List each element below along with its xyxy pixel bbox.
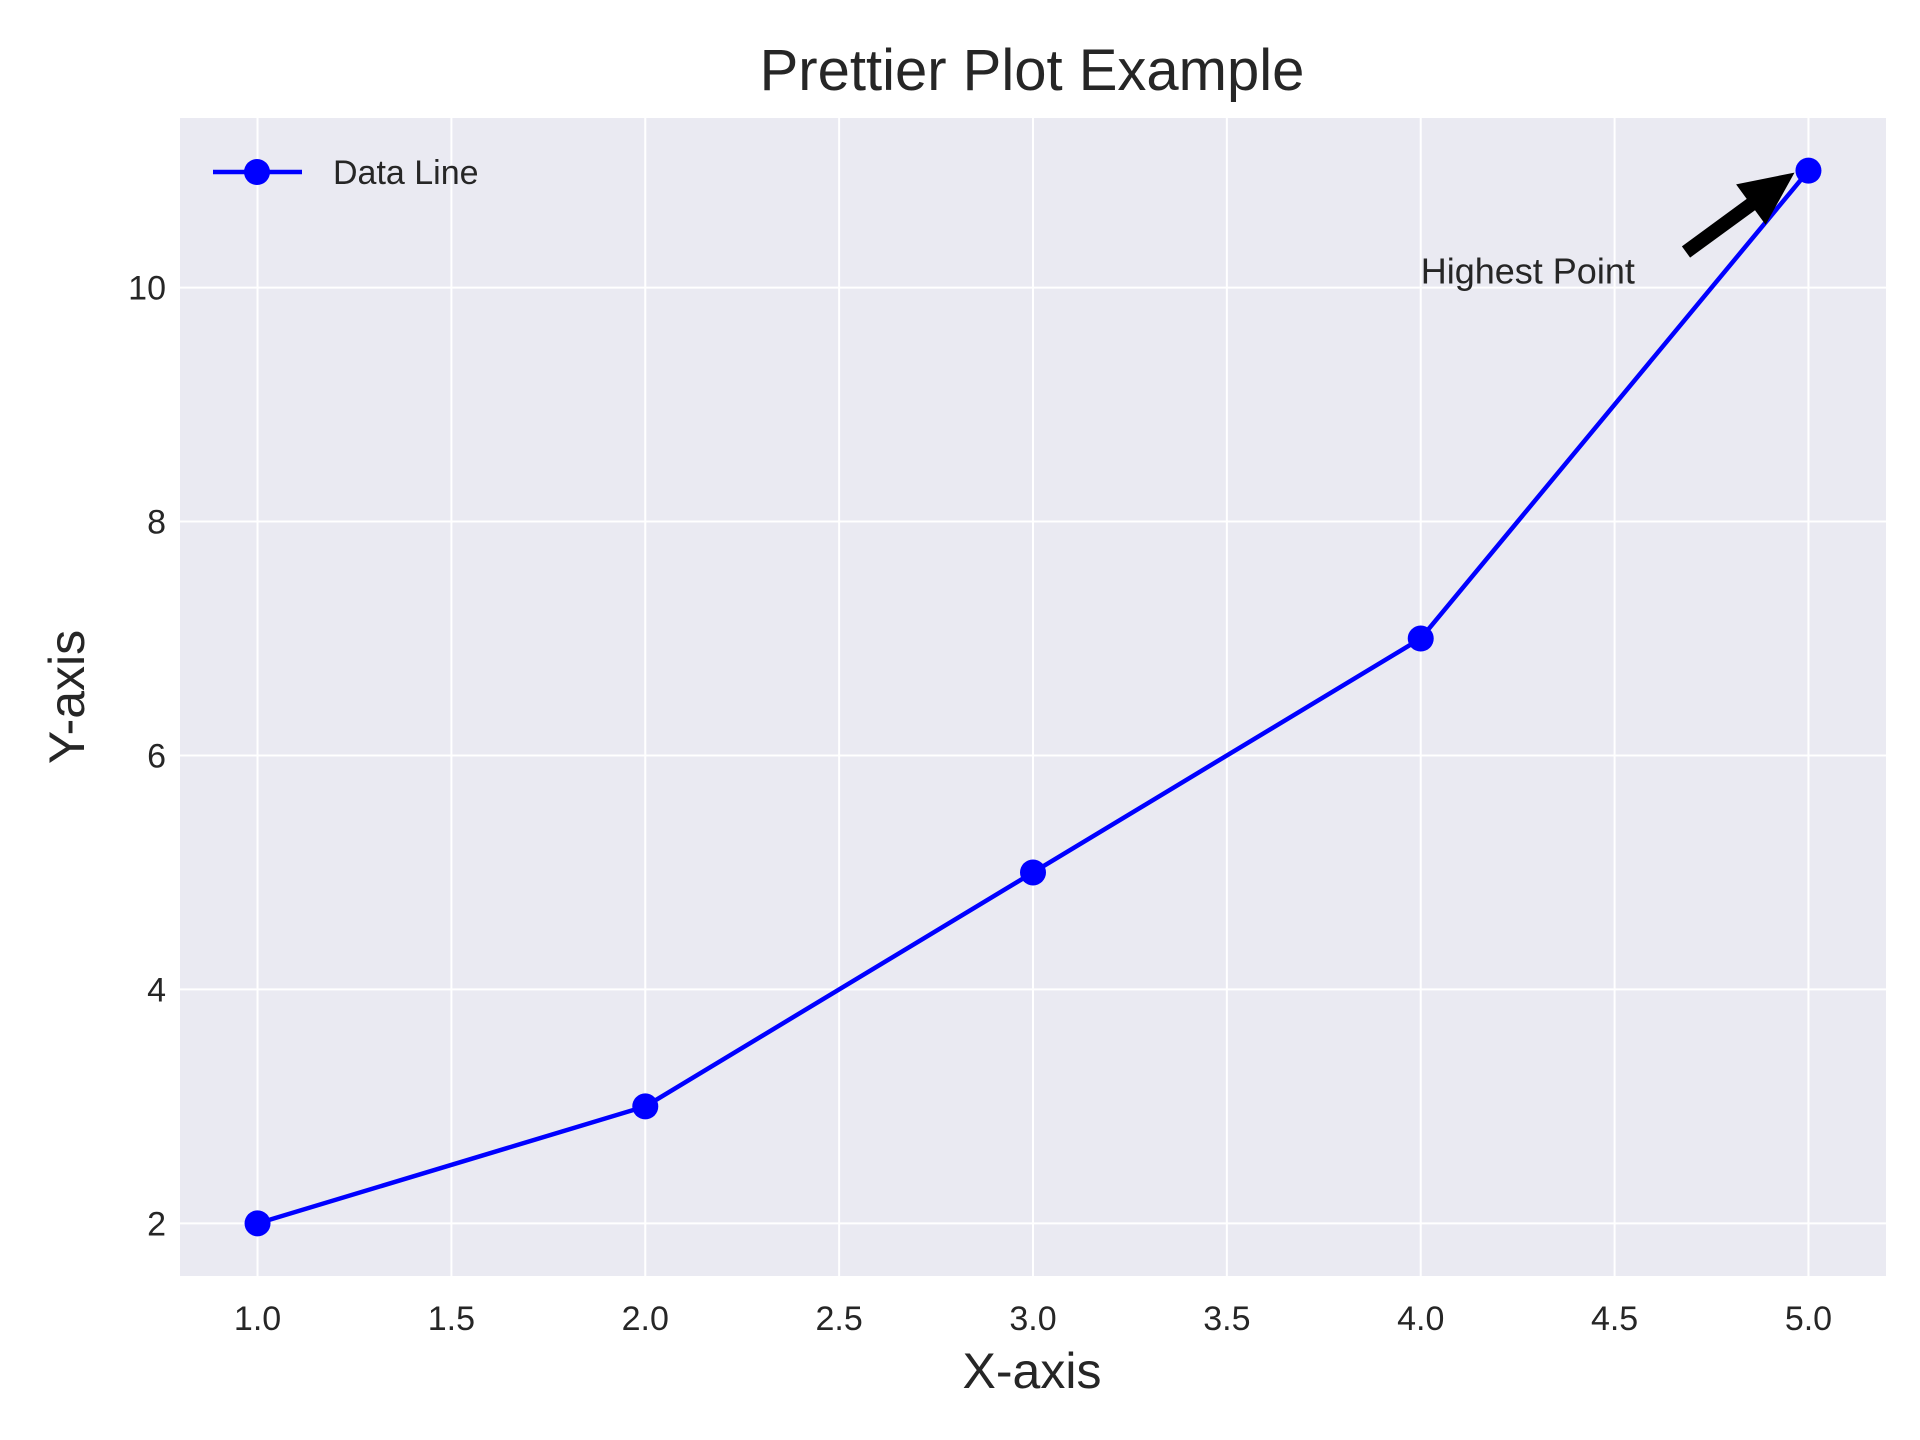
chart-title: Prettier Plot Example (760, 38, 1305, 103)
data-point (244, 1210, 271, 1237)
x-tick-label: 4.0 (1397, 1300, 1444, 1338)
data-point (632, 1093, 659, 1120)
y-tick-label: 10 (128, 270, 166, 308)
grid-layer (180, 118, 1886, 1276)
x-tick-label: 3.0 (1009, 1300, 1056, 1338)
y-tick-label: 8 (147, 504, 166, 542)
x-tick-label: 2.5 (816, 1300, 863, 1338)
y-tick-label: 2 (147, 1205, 166, 1243)
x-tick-label: 3.5 (1203, 1300, 1250, 1338)
series-layer (244, 157, 1822, 1237)
x-tick-label: 2.0 (622, 1300, 669, 1338)
data-point (1020, 859, 1046, 886)
x-tick-label: 4.5 (1591, 1300, 1638, 1338)
annotation-arrow (1681, 172, 1795, 258)
legend: Data Line (213, 154, 479, 192)
x-tick-label: 5.0 (1785, 1300, 1832, 1338)
legend-marker (244, 159, 270, 185)
tick-labels: 1.0 1.5 2.0 2.5 3.0 3.5 4.0 4.5 5.0 2 4 6 8 10 (128, 270, 1832, 1338)
annotation-text: Highest Point (1421, 251, 1635, 292)
y-tick-label: 4 (147, 971, 166, 1009)
x-tick-label: 1.0 (234, 1300, 281, 1338)
y-tick-label: 6 (147, 737, 166, 775)
x-axis-label: X-axis (963, 1343, 1102, 1399)
data-point (1407, 625, 1434, 652)
data-point (1795, 157, 1822, 184)
legend-label: Data Line (333, 154, 479, 192)
annotation: Highest Point (1421, 172, 1795, 292)
x-tick-label: 1.5 (428, 1300, 475, 1338)
y-axis-label: Y-axis (39, 630, 95, 764)
